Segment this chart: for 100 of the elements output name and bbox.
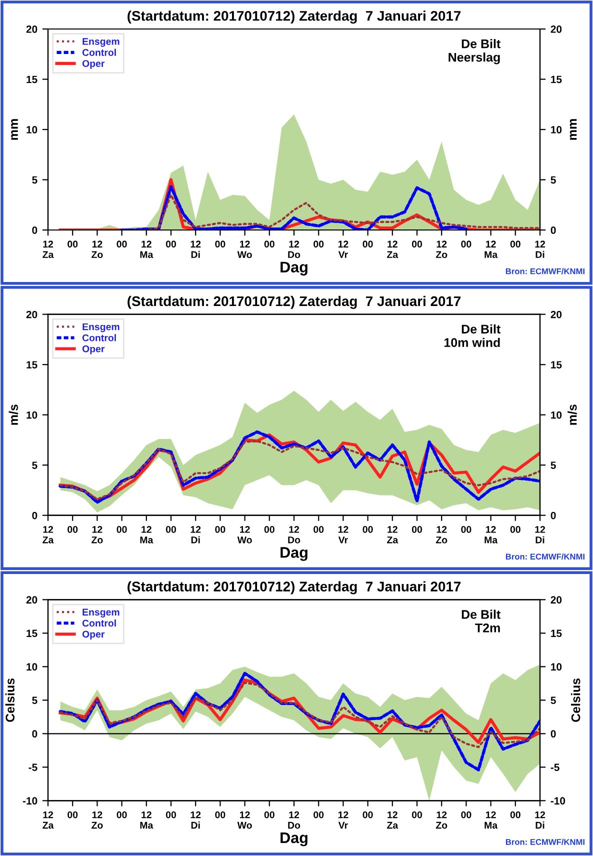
x-tick-label: 12 Do — [288, 240, 300, 258]
x-tick-label: 12 Ma — [484, 240, 498, 258]
chart-title: (Startdatum: 2017010712) Zaterdag 7 Januari 2017 — [128, 10, 461, 24]
x-axis-title: Dag — [280, 832, 308, 846]
legend-label: Control — [82, 48, 116, 56]
y-tick-label: 20 — [26, 310, 38, 318]
y2-tick-label: -10 — [550, 797, 566, 805]
y2-tick-label: 20 — [550, 26, 562, 33]
y-tick-label: 10 — [26, 126, 38, 134]
x-tick-label: 12 Wo — [237, 240, 252, 258]
x-tick-label: 12 Za — [387, 526, 398, 544]
x-tick-label: 12 Za — [387, 811, 398, 829]
chart-title: (Startdatum: 2017010712) Zaterdag 7 Januari 2017 — [128, 296, 461, 309]
x-tick-label: 12 Za — [42, 526, 54, 544]
legend-label: Oper — [82, 630, 105, 640]
y-tick-label: 5 — [32, 176, 38, 184]
y2-tick-label: 5 — [550, 176, 556, 184]
y-tick-label: 15 — [26, 76, 38, 84]
y2-tick-label: 5 — [550, 462, 556, 469]
x-tick-label: 12 Do — [288, 811, 300, 829]
x-tick-label: 12 Vr — [338, 526, 348, 544]
y-tick-label: 10 — [26, 411, 38, 419]
x-tick-label: 12 Zo — [436, 526, 448, 544]
x-tick-label: 00 — [314, 526, 324, 533]
x-tick-label: 00 — [412, 526, 422, 533]
x-tick-label: 00 — [362, 526, 373, 533]
legend-label: Ensgem — [82, 38, 120, 47]
x-tick-label: 12 Do — [288, 526, 300, 544]
x-tick-label: 12 Zo — [92, 811, 103, 829]
x-tick-label: 00 — [314, 240, 324, 248]
y2-tick-label: 15 — [551, 76, 562, 84]
y-tick-label: 0 — [32, 512, 38, 520]
text: Bron: ECMWF/KNMI — [506, 838, 584, 845]
y-tick-label: -10 — [22, 797, 38, 805]
y-axis-title: mm — [11, 119, 18, 140]
y-axis-title: Celsius — [5, 678, 15, 722]
x-tick-label: 12 Zo — [92, 526, 103, 544]
x-tick-label: 00 — [314, 811, 324, 818]
y-tick-label: 5 — [32, 696, 38, 704]
x-tick-label: 00 — [362, 240, 373, 248]
y2-tick-label: 15 — [551, 630, 562, 638]
x-axis-title: Dag — [280, 262, 308, 276]
x-tick-label: 12 Za — [42, 811, 54, 829]
x-tick-label: 00 — [116, 526, 127, 533]
x-tick-label: 00 — [116, 811, 127, 818]
x-tick-label: 12 Ma — [484, 811, 498, 829]
y2-tick-label: 0 — [550, 226, 556, 234]
x-tick-label: 00 — [412, 811, 422, 818]
annotation: De Bilt 10m wind — [444, 324, 500, 348]
y2-tick-label: 15 — [551, 361, 562, 368]
legend-label: Control — [82, 619, 116, 627]
y2-tick-label: 10 — [551, 126, 562, 134]
y-axis-title: m/s — [8, 404, 18, 425]
x-tick-label: 00 — [166, 526, 176, 533]
y-tick-label: 0 — [32, 730, 38, 738]
x-tick-label: 00 — [166, 240, 176, 248]
y2-tick-label: 20 — [550, 596, 562, 604]
y2-tick-label: 10 — [551, 663, 562, 671]
x-tick-label: 12 Vr — [338, 811, 348, 829]
text: Bron: ECMWF/KNMI — [506, 268, 584, 274]
y2-axis-title: mm — [570, 119, 577, 140]
x-tick-label: 12 Ma — [140, 526, 154, 544]
x-tick-label: 00 — [264, 240, 274, 248]
x-tick-label: 12 Za — [387, 240, 398, 258]
legend-label: Control — [82, 334, 116, 342]
y2-tick-label: 0 — [550, 512, 556, 520]
text: Bron: ECMWF/KNMI — [506, 553, 584, 560]
x-tick-label: 00 — [461, 526, 472, 533]
y-tick-label: 15 — [26, 361, 38, 368]
x-tick-label: 12 Zo — [92, 240, 103, 258]
annotation: De Bilt Neerslag — [448, 39, 500, 64]
x-tick-label: 12 Zo — [436, 811, 448, 829]
chart-title: (Startdatum: 2017010712) Zaterdag 7 Januari 2017 — [128, 581, 461, 594]
y-tick-label: 0 — [32, 226, 38, 234]
y2-tick-label: -5 — [550, 764, 560, 772]
x-tick-label: 00 — [362, 811, 373, 818]
x-tick-label: 12 Ma — [140, 240, 154, 258]
x-axis-title: Dag — [280, 547, 308, 561]
legend-label: Oper — [82, 345, 105, 354]
y-tick-label: -5 — [28, 764, 38, 772]
x-tick-label: 00 — [215, 240, 226, 248]
x-tick-label: 00 — [166, 811, 176, 818]
x-tick-label: 12 Ma — [484, 526, 498, 544]
y2-tick-label: 20 — [550, 310, 562, 318]
y-tick-label: 5 — [32, 462, 38, 469]
x-tick-label: 00 — [461, 811, 472, 818]
x-tick-label: 00 — [264, 811, 274, 818]
y-tick-label: 10 — [26, 663, 38, 671]
y-tick-label: 15 — [26, 630, 38, 638]
annotation: De Bilt T2m — [462, 610, 500, 632]
x-tick-label: 00 — [68, 526, 78, 533]
x-tick-label: 00 — [68, 240, 78, 248]
x-tick-label: 12 Di — [535, 240, 546, 258]
x-tick-label: 00 — [116, 240, 127, 248]
x-tick-label: 00 — [510, 811, 520, 818]
x-tick-label: 12 Za — [42, 240, 54, 258]
x-tick-label: 00 — [510, 526, 520, 533]
y-tick-label: 20 — [26, 26, 38, 33]
y2-tick-label: 0 — [550, 730, 556, 738]
y2-tick-label: 10 — [551, 411, 562, 419]
